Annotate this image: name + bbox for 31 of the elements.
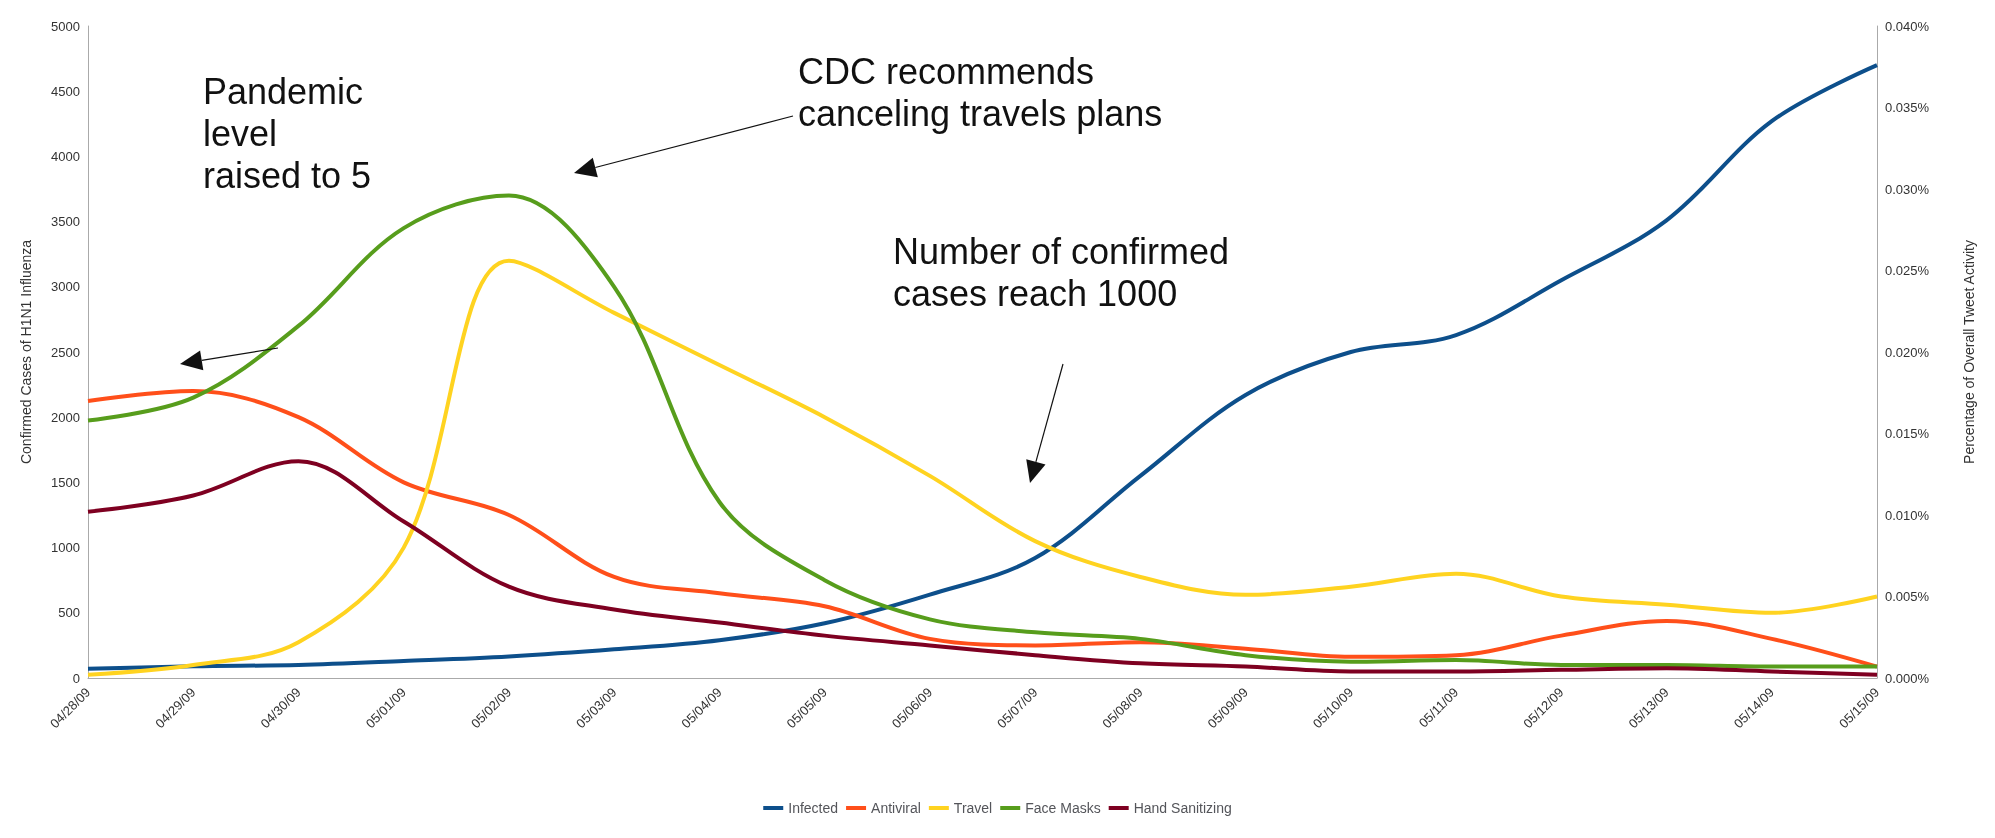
y2-tick-label: 0.010% [1885, 507, 1930, 523]
line-series [86, 193, 1879, 669]
y-tick-label: 500 [58, 605, 80, 621]
y2-tick-label: 0.025% [1885, 263, 1930, 278]
y2-tick-label: 0.030% [1885, 181, 1930, 197]
y-tick-label: 5000 [51, 18, 80, 34]
y2-tick-label: 0.015% [1885, 426, 1930, 441]
y2-tick-label: 0.035% [1885, 100, 1930, 115]
y-tick-label: 2000 [51, 409, 80, 425]
y-axis-title: Confirmed Cases of H1N1 Influenza [18, 239, 34, 465]
legend-label: Antiviral [871, 800, 921, 816]
y2-tick-label: 0.005% [1885, 589, 1930, 604]
legend-label: Hand Sanitizing [1133, 800, 1232, 816]
y2-tick-label: 0.000% [1885, 670, 1930, 686]
y-tick-label: 3000 [51, 279, 80, 295]
y-tick-label: 4000 [51, 148, 80, 164]
y-tick-label: 2500 [51, 344, 80, 360]
y-tick-label: 1500 [51, 474, 80, 490]
y2-axis-title: Percentage of Overall Tweet Activity [1961, 240, 1977, 464]
y2-tick-label: 0.040% [1885, 18, 1930, 34]
annotation: Pandemic level raised to 5 [203, 70, 372, 196]
annotation: CDC recommends canceling travels plans [798, 50, 1163, 134]
legend-label: Infected [788, 800, 839, 816]
legend-label: Travel [953, 800, 993, 816]
legend-label: Face Masks [1025, 800, 1101, 816]
annotation: Number of confirmed cases reach 1000 [893, 230, 1230, 314]
y2-tick-label: 0.020% [1885, 344, 1930, 360]
y-tick-label: 3500 [51, 214, 80, 230]
y-tick-label: 1000 [51, 540, 80, 556]
y-tick-label: 4500 [51, 83, 80, 99]
y-tick-label: 0 [72, 670, 80, 686]
